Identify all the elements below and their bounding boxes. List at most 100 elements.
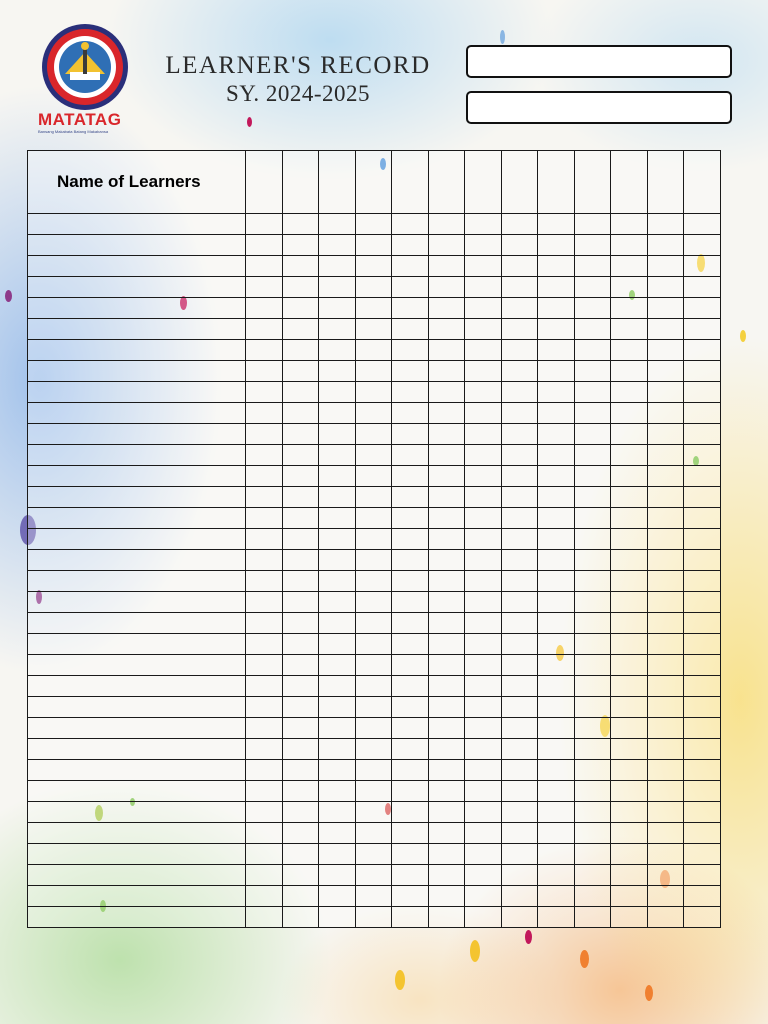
score-cell[interactable] [427,423,465,445]
score-cell[interactable] [610,885,648,907]
score-cell[interactable] [281,591,319,613]
score-cell[interactable] [391,759,429,781]
score-cell[interactable] [500,612,538,634]
score-cell[interactable] [245,822,283,844]
score-cell[interactable] [646,276,684,298]
score-cell[interactable] [354,276,392,298]
score-cell[interactable] [573,864,611,886]
score-cell[interactable] [427,444,465,466]
score-cell[interactable] [646,633,684,655]
score-cell[interactable] [245,654,283,676]
score-cell[interactable] [537,423,575,445]
score-cell[interactable] [464,633,502,655]
score-cell[interactable] [537,402,575,424]
learner-name-cell[interactable] [27,759,246,781]
score-cell[interactable] [500,759,538,781]
learner-name-cell[interactable] [27,465,246,487]
score-cell[interactable] [683,738,721,760]
score-cell[interactable] [245,549,283,571]
learner-name-cell[interactable] [27,738,246,760]
score-cell[interactable] [610,444,648,466]
score-cell[interactable] [500,465,538,487]
score-cell[interactable] [500,255,538,277]
score-cell[interactable] [537,885,575,907]
score-column-header[interactable] [573,150,611,214]
score-cell[interactable] [537,465,575,487]
blank-field-bottom[interactable] [466,91,732,124]
score-column-header[interactable] [500,150,538,214]
score-column-header[interactable] [646,150,684,214]
score-cell[interactable] [683,360,721,382]
score-cell[interactable] [683,381,721,403]
score-cell[interactable] [646,822,684,844]
score-cell[interactable] [318,780,356,802]
score-cell[interactable] [391,381,429,403]
score-cell[interactable] [537,234,575,256]
score-cell[interactable] [318,738,356,760]
score-cell[interactable] [646,423,684,445]
score-cell[interactable] [610,402,648,424]
learner-name-cell[interactable] [27,801,246,823]
score-cell[interactable] [500,696,538,718]
score-cell[interactable] [537,486,575,508]
score-cell[interactable] [391,696,429,718]
score-cell[interactable] [354,654,392,676]
score-cell[interactable] [354,549,392,571]
score-cell[interactable] [464,465,502,487]
score-cell[interactable] [391,612,429,634]
score-cell[interactable] [245,780,283,802]
score-cell[interactable] [646,255,684,277]
score-cell[interactable] [427,402,465,424]
score-cell[interactable] [464,675,502,697]
score-cell[interactable] [464,801,502,823]
score-cell[interactable] [427,654,465,676]
score-cell[interactable] [354,297,392,319]
score-column-header[interactable] [610,150,648,214]
score-cell[interactable] [500,675,538,697]
score-cell[interactable] [427,549,465,571]
score-cell[interactable] [318,507,356,529]
score-cell[interactable] [281,423,319,445]
score-cell[interactable] [281,318,319,340]
score-cell[interactable] [281,402,319,424]
score-cell[interactable] [683,822,721,844]
score-cell[interactable] [281,906,319,928]
score-cell[interactable] [427,255,465,277]
score-cell[interactable] [318,675,356,697]
score-cell[interactable] [646,675,684,697]
learner-name-cell[interactable] [27,843,246,865]
score-cell[interactable] [646,759,684,781]
score-cell[interactable] [683,570,721,592]
score-cell[interactable] [683,717,721,739]
score-cell[interactable] [464,780,502,802]
score-cell[interactable] [610,717,648,739]
score-cell[interactable] [646,612,684,634]
score-cell[interactable] [573,297,611,319]
score-cell[interactable] [537,381,575,403]
score-cell[interactable] [537,297,575,319]
score-cell[interactable] [391,717,429,739]
score-cell[interactable] [354,570,392,592]
score-cell[interactable] [573,843,611,865]
score-cell[interactable] [500,843,538,865]
score-cell[interactable] [281,570,319,592]
score-cell[interactable] [354,864,392,886]
score-cell[interactable] [573,696,611,718]
score-cell[interactable] [464,906,502,928]
score-cell[interactable] [646,864,684,886]
score-cell[interactable] [245,423,283,445]
score-cell[interactable] [573,801,611,823]
score-column-header[interactable] [427,150,465,214]
score-cell[interactable] [500,780,538,802]
score-cell[interactable] [427,213,465,235]
score-cell[interactable] [318,318,356,340]
score-cell[interactable] [646,549,684,571]
score-cell[interactable] [610,654,648,676]
score-cell[interactable] [391,297,429,319]
score-cell[interactable] [318,213,356,235]
score-cell[interactable] [245,528,283,550]
score-cell[interactable] [281,633,319,655]
score-cell[interactable] [391,507,429,529]
score-cell[interactable] [573,780,611,802]
score-cell[interactable] [354,696,392,718]
